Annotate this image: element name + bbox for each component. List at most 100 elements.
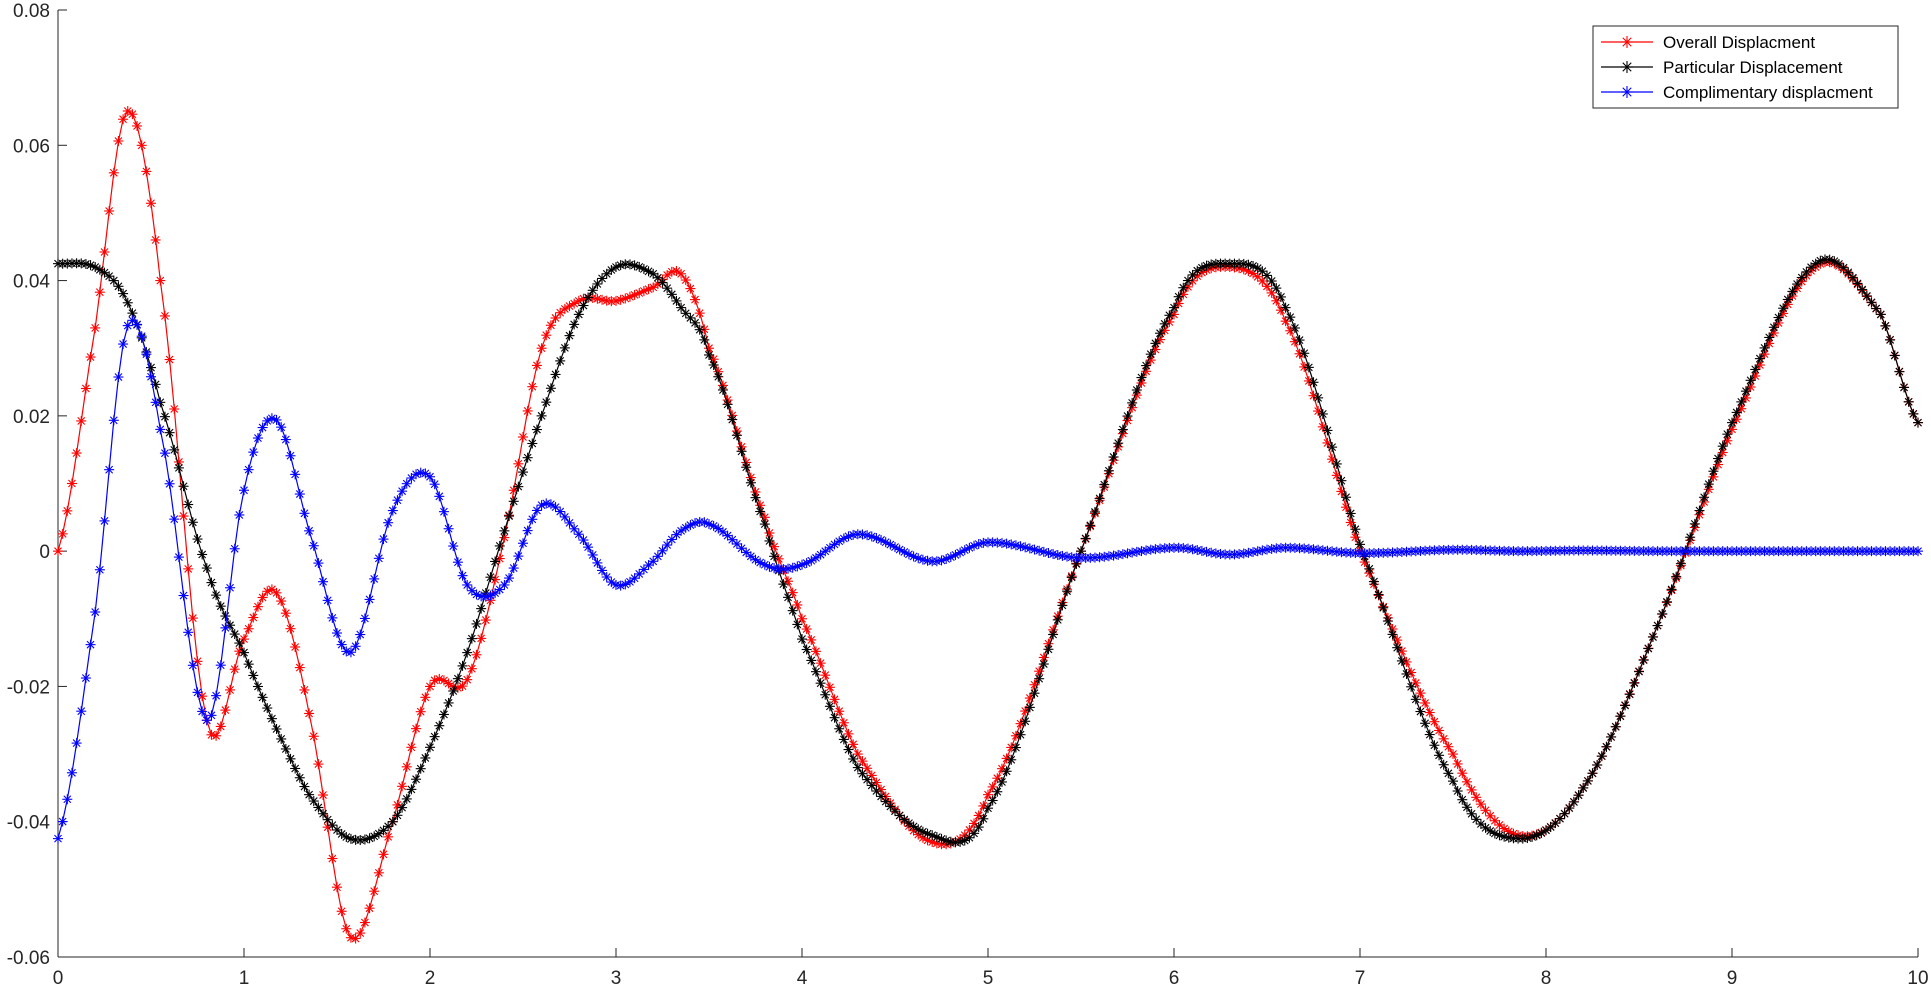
data-point [215, 660, 226, 671]
data-point [522, 525, 533, 536]
data-point [169, 514, 180, 525]
data-point [657, 545, 668, 556]
data-point [522, 405, 533, 416]
data-point [490, 556, 501, 567]
data-point [438, 675, 449, 686]
data-point [778, 579, 789, 590]
data-point [113, 281, 124, 292]
data-point [1443, 741, 1454, 752]
data-point [1145, 349, 1156, 360]
data-point [504, 511, 515, 522]
data-point [1578, 782, 1589, 793]
data-point [713, 523, 724, 534]
data-point [1303, 362, 1314, 373]
data-point [1685, 532, 1696, 543]
data-point [508, 563, 519, 574]
data-point [1438, 759, 1449, 770]
data-point [225, 620, 236, 631]
data-point [606, 265, 617, 276]
data-point [1136, 372, 1147, 383]
data-point [1331, 458, 1342, 469]
data-point [401, 478, 412, 489]
data-point [996, 776, 1007, 787]
data-point [1020, 716, 1031, 727]
data-point [848, 753, 859, 764]
data-point [178, 481, 189, 492]
data-point [304, 525, 315, 536]
data-point [313, 802, 324, 813]
data-point [1275, 305, 1286, 316]
data-point [1731, 407, 1742, 418]
data-point [146, 371, 156, 382]
data-point [285, 753, 296, 764]
data-point [280, 434, 291, 445]
data-point [1448, 749, 1458, 760]
data-point [225, 684, 236, 695]
data-point [411, 723, 422, 734]
data-point [1871, 303, 1882, 314]
data-point [1182, 275, 1193, 286]
data-point [936, 555, 947, 566]
data-point [983, 803, 993, 814]
data-point [136, 331, 147, 342]
data-point [108, 275, 119, 286]
data-point [1908, 408, 1919, 419]
data-point [1052, 614, 1063, 625]
data-point [518, 467, 528, 478]
data-point [429, 479, 440, 490]
data-point [406, 784, 417, 795]
data-point [1736, 396, 1747, 407]
data-point [243, 464, 254, 475]
plot-area [53, 105, 1923, 944]
data-point [806, 634, 817, 645]
data-point [397, 486, 408, 497]
data-point [397, 802, 408, 813]
data-point [676, 525, 687, 536]
data-point [159, 411, 170, 422]
data-point [118, 288, 129, 299]
data-point [62, 505, 73, 516]
data-point [146, 198, 156, 209]
data-point [397, 781, 408, 792]
data-point [1894, 366, 1905, 377]
data-point [118, 114, 129, 125]
data-point [531, 360, 542, 371]
data-point [843, 744, 854, 755]
y-tick-label: 0.08 [13, 1, 50, 22]
data-point [527, 438, 538, 449]
data-point [443, 678, 454, 689]
data-point [280, 608, 291, 619]
data-point [1634, 666, 1644, 677]
data-point [401, 761, 412, 772]
data-point [234, 638, 245, 649]
data-point [1322, 425, 1333, 436]
data-point [276, 733, 287, 744]
data-point [755, 506, 766, 517]
data-point [90, 262, 101, 273]
legend-marker [1621, 86, 1633, 98]
data-point [1568, 796, 1579, 807]
data-point [1448, 776, 1458, 787]
data-point [1889, 350, 1900, 361]
data-point [294, 772, 305, 783]
data-point [592, 278, 603, 289]
x-tick-label: 5 [983, 968, 994, 989]
data-point [727, 414, 738, 425]
data-point [708, 359, 719, 370]
data-point [1806, 262, 1817, 273]
data-point [150, 397, 161, 408]
data-point [1778, 303, 1789, 314]
legend-marker [1621, 61, 1633, 73]
data-point [1847, 272, 1858, 283]
data-point [508, 496, 519, 507]
data-point [722, 399, 733, 410]
data-point [1057, 600, 1068, 611]
data-point [913, 553, 924, 564]
data-point [252, 433, 263, 444]
data-point [1759, 342, 1770, 353]
data-point [299, 684, 310, 695]
data-point [211, 730, 222, 741]
data-point [834, 536, 845, 547]
data-point [862, 774, 873, 785]
data-point [257, 692, 268, 703]
